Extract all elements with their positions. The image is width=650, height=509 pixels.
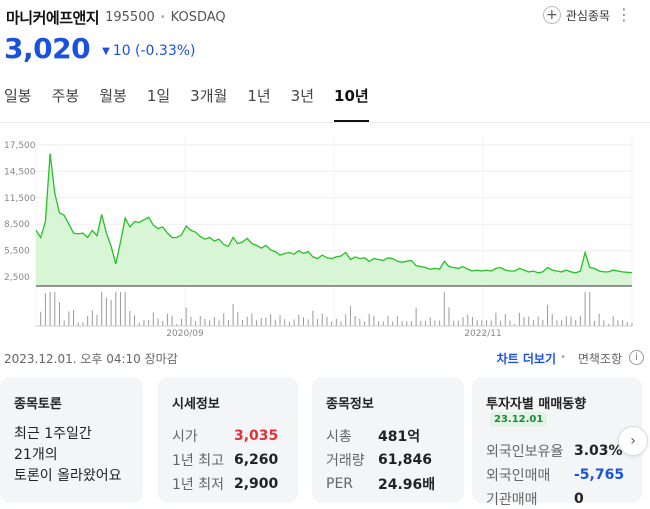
row-value: 24.96배 [378,477,436,493]
tab-1d[interactable]: 1일 [146,87,171,105]
stock-info-card[interactable]: 종목정보 시총 481억 거래량 61,846 PER 24.96배 [312,377,464,503]
stock-code: 195500 [105,9,155,25]
discussion-line: 토론이 올라왔어요 [14,468,122,484]
separator-dot: • [159,11,166,23]
y-tick-label: 8,500 [4,220,30,230]
tab-daily[interactable]: 일봉 [4,87,32,105]
tab-weekly[interactable]: 주봉 [51,87,80,105]
change-value: 10 (-0.33%) [112,43,196,59]
row-value: 0 [574,491,584,507]
row-label: 1년 최고 [172,453,224,469]
row-label: PER [326,476,354,492]
favorite-label: 관심종목 [565,8,610,23]
x-tick-label: 2022/11 [464,329,501,339]
separator-dot: • [560,352,566,363]
tabs-divider [0,122,650,123]
stock-header: 마니커에프앤지 195500 • KOSDAQ + 관심종목 ⋮ [6,6,646,28]
disclaimer-link[interactable]: 면책조항 [577,352,622,366]
row-label: 외국인보유율 [486,444,564,460]
add-favorite-button[interactable]: + 관심종목 [542,6,610,24]
row-label: 거래량 [326,453,365,469]
row-label: 시가 [172,429,198,445]
quote-row: 시가 3,035 [172,424,284,448]
down-arrow-icon: ▼ [102,45,110,57]
tab-10y[interactable]: 10년 [334,82,369,122]
market-close-timestamp: 2023.12.01. 오후 04:10 장마감 [4,352,178,366]
discussion-line: 최근 1주일간 [14,426,92,442]
info-icon[interactable]: i [629,350,644,365]
row-value: 3,035 [234,428,279,444]
card-title-text: 투자자별 매매동향 [486,397,587,412]
discussion-summary: 최근 1주일간 21개의 토론이 올라왔어요 [14,424,129,487]
row-value: -5,765 [574,467,625,483]
price-chart-svg: 17,500 14,500 11,500 8,500 5,500 2,500 2020/09… [4,136,633,339]
chart-meta: 2023.12.01. 오후 04:10 장마감 차트 더보기 • 면책조항 i [4,350,644,370]
chevron-right-icon: › [630,433,636,449]
price-area [36,153,632,286]
more-vertical-icon[interactable]: ⋮ [616,5,632,24]
card-title: 투자자별 매매동향23.12.01 [486,393,628,427]
info-row: 시총 481억 [326,424,450,448]
chart-more-link[interactable]: 차트 더보기 [496,352,556,366]
quote-row: 1년 최고 6,260 [172,448,284,472]
row-value: 3.03% [574,443,623,459]
stock-name: 마니커에프앤지 [6,8,100,27]
discussion-line: 21개의 [14,447,58,463]
row-label: 시총 [326,429,352,445]
summary-cards: 종목토론 최근 1주일간 21개의 토론이 올라왔어요 시세정보 시가 3,03… [0,377,650,508]
card-title: 종목토론 [14,397,62,412]
investor-row: 기관매매 0 [486,487,628,509]
row-label: 기관매매 [486,492,538,508]
row-value: 481억 [378,429,421,445]
row-label: 1년 최저 [172,477,224,493]
quote-row: 1년 최저 2,900 [172,472,284,496]
price-line [35,153,633,274]
period-tabs: 일봉 주봉 월봉 1일 3개월 1년 3년 10년 [4,82,389,122]
y-tick-label: 11,500 [4,194,36,204]
tab-monthly[interactable]: 월봉 [99,87,127,105]
y-tick-label: 2,500 [4,273,30,283]
investor-trend-card[interactable]: 투자자별 매매동향23.12.01 외국인보유율 3.03% 외국인매매 -5,… [472,377,642,508]
price-chart[interactable]: 17,500 14,500 11,500 8,500 5,500 2,500 2020/09… [0,130,650,340]
row-value: 61,846 [378,452,433,468]
x-tick-label: 2020/09 [166,329,204,339]
current-price: 3,020 [4,31,91,65]
info-row: PER 24.96배 [326,472,450,496]
investor-row: 외국인매매 -5,765 [486,463,628,487]
y-tick-label: 14,500 [4,167,36,177]
card-title: 종목정보 [326,397,374,412]
row-value: 6,260 [234,452,279,468]
investor-row: 외국인보유율 3.03% [486,439,628,463]
price-row: 3,020 ▼ 10 (-0.33%) [4,30,196,66]
y-tick-label: 5,500 [4,247,30,257]
row-label: 외국인매매 [486,468,551,484]
tab-3m[interactable]: 3개월 [190,87,228,105]
discussion-card[interactable]: 종목토론 최근 1주일간 21개의 토론이 올라왔어요 [0,377,143,503]
tab-3y[interactable]: 3년 [290,87,315,105]
next-cards-button[interactable]: › [618,426,648,456]
y-tick-label: 17,500 [4,141,36,151]
date-badge: 23.12.01 [490,412,548,427]
row-value: 2,900 [234,476,279,492]
card-title: 시세정보 [172,397,220,412]
market-name: KOSDAQ [170,9,226,25]
plus-icon: + [542,6,561,24]
price-change: ▼ 10 (-0.33%) [102,43,195,59]
tab-1y[interactable]: 1년 [247,87,271,105]
quote-card[interactable]: 시세정보 시가 3,035 1년 최고 6,260 1년 최저 2,900 [158,377,298,503]
info-row: 거래량 61,846 [326,448,450,472]
